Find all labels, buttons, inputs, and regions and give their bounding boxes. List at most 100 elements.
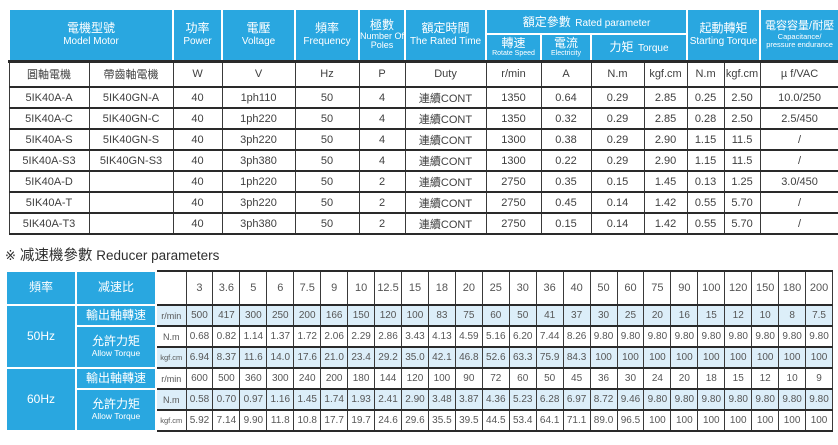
- reducer-value-cell: 60: [481, 304, 510, 327]
- motor-cell: 0.38: [540, 128, 592, 151]
- motor-cell: 2: [358, 191, 406, 214]
- reducer-value-cell: 17.7: [320, 409, 349, 432]
- motor-cell: 2.85: [643, 107, 688, 130]
- reducer-section-title: ※ 减速機參數 Reducer parameters: [5, 244, 838, 265]
- reducer-value-cell: 200: [320, 367, 349, 390]
- motor-cell: 0.32: [540, 107, 592, 130]
- reducer-value-cell: 3.48: [427, 388, 456, 411]
- motor-cell: 4: [358, 86, 406, 109]
- reducer-value-cell: 36: [589, 367, 618, 390]
- motor-cell: 連續CONT: [404, 191, 487, 214]
- reducer-value-cell: 1.37: [266, 325, 295, 348]
- motor-cell: 1.15: [686, 149, 725, 172]
- motor-header-row-2: 轉速 Rotate Speed 電流 Electricity 力矩 Torque: [9, 33, 838, 62]
- reducer-value-cell: 11.6: [239, 346, 268, 369]
- row-header-allow-torque-50: 允許力矩 Allow Torque: [75, 325, 157, 369]
- motor-cell: 連續CONT: [404, 149, 487, 172]
- motor-cell: 3ph380: [221, 212, 296, 235]
- reducer-value-cell: 5.23: [508, 388, 537, 411]
- reducer-value-cell: 9: [805, 367, 833, 390]
- unit-rmin-50: r/min: [155, 304, 187, 327]
- ratio-header-cell: 7.5: [293, 270, 322, 306]
- unit-kgfcm-60: kgf.cm: [155, 409, 187, 432]
- reducer-value-cell: 360: [239, 367, 268, 390]
- reducer-value-cell: 10: [778, 367, 807, 390]
- motor-cell: 1300: [485, 149, 542, 172]
- header-model-en: Model Motor: [63, 35, 119, 47]
- motor-cell: 2.5/450: [759, 107, 838, 130]
- reducer-value-cell: 9.80: [805, 388, 833, 411]
- reducer-value-cell: 100: [643, 409, 672, 432]
- unit-kgfcm-50: kgf.cm: [155, 346, 187, 369]
- motor-cell: 50: [294, 191, 360, 214]
- motor-table-body: 5IK40A-A 5IK40GN-A 40 1ph110 50 4 連續CONT 1350 0.…: [8, 86, 838, 235]
- motor-unit-header-cell: A: [540, 59, 592, 88]
- motor-cell: 3ph220: [221, 191, 296, 214]
- motor-cell: 1350: [485, 86, 542, 109]
- reducer-value-cell: 41: [535, 304, 564, 327]
- reducer-value-cell: 17.6: [293, 346, 322, 369]
- motor-cell: 2: [358, 170, 406, 193]
- reducer-value-cell: 53.4: [508, 409, 537, 432]
- header-torque-en: Torque: [637, 43, 669, 55]
- motor-cell: 0.35: [540, 170, 592, 193]
- motor-cell: 連續CONT: [404, 86, 487, 109]
- motor-cell: 2750: [485, 170, 542, 193]
- reducer-value-cell: 3.43: [401, 325, 429, 348]
- reducer-value-cell: 9.80: [778, 388, 807, 411]
- reducer-value-cell: 35.0: [401, 346, 429, 369]
- reducer-value-cell: 15: [697, 304, 726, 327]
- motor-row: 5IK40A-A 5IK40GN-A 40 1ph110 50 4 連續CONT 1350 0.…: [8, 86, 838, 109]
- reducer-60hz-kgfcm-row: kgf.cm 5.92 7.14 9.90 11.8 10.8 17.7 19.7 24.6 2…: [6, 409, 833, 432]
- motor-unit-header-cell: P: [358, 59, 406, 88]
- motor-unit-header-cell: Duty: [404, 59, 487, 88]
- reducer-value-cell: 14.0: [266, 346, 295, 369]
- motor-cell: 11.5: [723, 149, 761, 172]
- reducer-value-cell: 0.82: [212, 325, 241, 348]
- motor-unit-header-cell: 圓軸電機: [8, 59, 90, 88]
- motor-cell: [88, 212, 174, 235]
- reducer-value-cell: 30: [616, 367, 645, 390]
- reducer-value-cell: 75.9: [535, 346, 564, 369]
- motor-cell: 3ph380: [221, 149, 296, 172]
- motor-cell: 5IK40GN-S: [88, 128, 174, 151]
- reducer-50hz-kgfcm-row: kgf.cm 6.94 8.37 11.6 14.0 17.6 21.0 23.4 29.2 3…: [6, 346, 833, 369]
- reducer-60hz-speed-row: 60Hz 輸出軸轉速 r/min 600 500 360 300 240 200 180 14…: [5, 367, 833, 432]
- motor-cell: 50: [294, 212, 360, 235]
- reducer-value-cell: 42.1: [427, 346, 456, 369]
- reducer-value-cell: 100: [697, 346, 726, 369]
- ratio-header-cell: 100: [697, 270, 726, 306]
- motor-cell: 連續CONT: [404, 107, 487, 130]
- ratio-header-cell: 9: [320, 270, 349, 306]
- motor-cell: /: [759, 191, 838, 214]
- motor-cell: 0.15: [590, 170, 645, 193]
- motor-cell: 5.70: [723, 212, 761, 235]
- motor-cell: 40: [172, 128, 223, 151]
- motor-cell: 5IK40A-C: [8, 107, 90, 130]
- motor-cell: 50: [294, 107, 360, 130]
- motor-cell: 2.50: [723, 107, 761, 130]
- reducer-parameters-table: 頻率 减速比 3 3.6 5 6 7.5 9 10 12.5 15 18 20 25 30 36 40 50 6…: [5, 270, 833, 432]
- ratio-header-cell: 200: [805, 270, 833, 306]
- motor-cell: 0.29: [590, 107, 645, 130]
- reducer-value-cell: 12: [724, 304, 753, 327]
- row-header-60hz: 60Hz: [5, 367, 77, 432]
- motor-cell: 2750: [485, 212, 542, 235]
- motor-unit-header-cell: kgf.cm: [643, 59, 688, 88]
- motor-cell: 0.55: [686, 212, 725, 235]
- ratio-header-cell: 180: [778, 270, 807, 306]
- motor-cell: 2.85: [643, 86, 688, 109]
- motor-cell: 5IK40A-S3: [8, 149, 90, 172]
- reducer-value-cell: 71.1: [562, 409, 591, 432]
- reducer-value-cell: 8.37: [212, 346, 241, 369]
- motor-cell: 連續CONT: [404, 170, 487, 193]
- motor-unit-header-cell: r/min: [485, 59, 542, 88]
- motor-cell: 40: [172, 107, 223, 130]
- reducer-value-cell: 84.3: [562, 346, 591, 369]
- reducer-value-cell: 6.94: [185, 346, 214, 369]
- reducer-value-cell: 7.14: [212, 409, 241, 432]
- motor-unit-header-cell: N.m: [686, 59, 725, 88]
- reducer-value-cell: 75: [454, 304, 483, 327]
- reducer-value-cell: 9.80: [724, 325, 753, 348]
- motor-cell: 5.70: [723, 191, 761, 214]
